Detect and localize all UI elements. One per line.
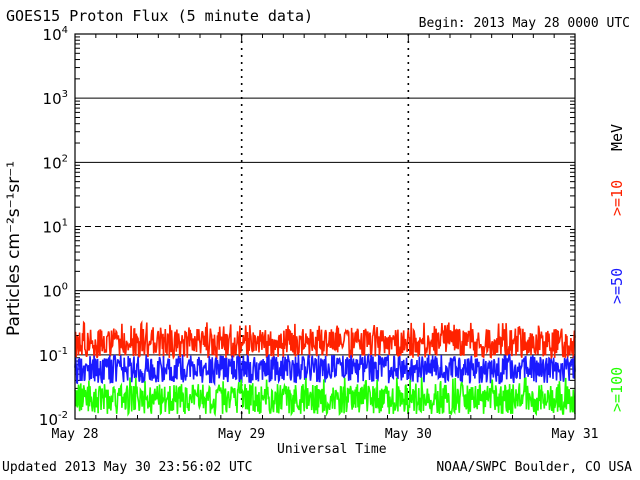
y-tick-label: 104 xyxy=(43,25,68,44)
y-tick-exponent: 2 xyxy=(62,153,68,164)
x-tick-label: May 30 xyxy=(385,427,432,442)
series-line-100 xyxy=(74,377,576,417)
chart-title: GOES15 Proton Flux (5 minute data) xyxy=(6,7,314,25)
y-tick-base: 10 xyxy=(39,411,58,429)
plot-frame xyxy=(74,33,576,420)
grid-lines xyxy=(74,34,576,419)
series-line-50 xyxy=(74,353,576,387)
x-tick-label: May 29 xyxy=(218,427,265,442)
y-tick-base: 10 xyxy=(39,347,58,365)
y-axis-label: Particles cm⁻²s⁻¹sr⁻¹ xyxy=(4,160,24,336)
y-tick-label: 10-1 xyxy=(39,346,68,365)
y-tick-exponent: 1 xyxy=(62,218,68,229)
legend-ge10: >=10 xyxy=(608,179,626,216)
y-tick-base: 10 xyxy=(43,90,62,108)
legend-ge100: >=100 xyxy=(608,366,626,412)
y-tick-label: 103 xyxy=(43,89,68,108)
legend-ge50: >=50 xyxy=(608,267,626,304)
y-tick-label: 101 xyxy=(43,218,68,237)
y-tick-exponent: -1 xyxy=(58,346,68,357)
x-tick-label: May 31 xyxy=(552,427,599,442)
credit-label: NOAA/SWPC Boulder, CO USA xyxy=(436,460,632,475)
y-tick-label: 100 xyxy=(43,282,68,301)
y-tick-exponent: 4 xyxy=(62,25,68,36)
series-lines xyxy=(74,319,576,417)
y-tick-base: 10 xyxy=(43,154,62,172)
y-tick-exponent: 0 xyxy=(62,282,68,293)
updated-timestamp: Updated 2013 May 30 23:56:02 UTC xyxy=(2,460,253,475)
y-tick-base: 10 xyxy=(43,283,62,301)
x-tick-labels: May 28 May 29 May 30 May 31 xyxy=(52,427,599,442)
x-axis-label: Universal Time xyxy=(277,442,387,457)
y-tick-base: 10 xyxy=(43,26,62,44)
y-tick-exponent: 3 xyxy=(62,89,68,100)
x-tick-label: May 28 xyxy=(52,427,99,442)
series-line-10 xyxy=(74,319,576,361)
y-tick-exponent: -2 xyxy=(58,410,68,421)
y-tick-label: 102 xyxy=(43,153,68,172)
y-tick-label: 10-2 xyxy=(39,410,68,429)
begin-time-label: Begin: 2013 May 28 0000 UTC xyxy=(418,16,630,31)
energy-unit-label: MeV xyxy=(608,123,626,151)
y-tick-base: 10 xyxy=(43,219,62,237)
